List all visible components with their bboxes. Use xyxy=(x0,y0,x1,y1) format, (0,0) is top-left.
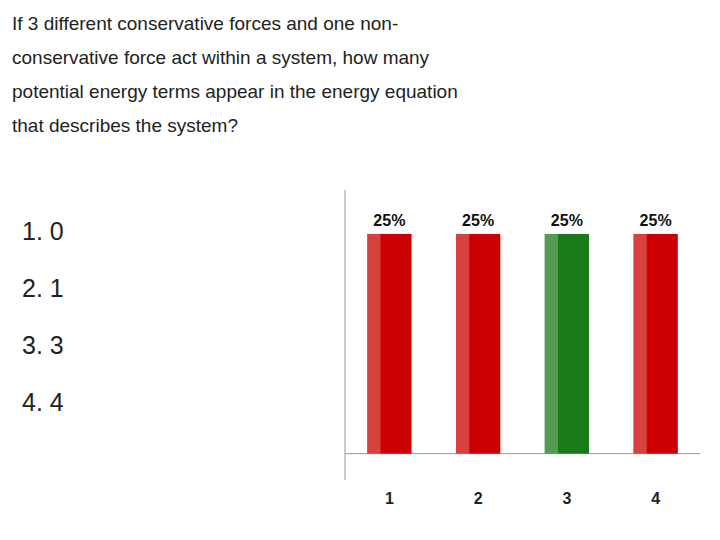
bar-highlight xyxy=(633,234,646,454)
x-tick-label: 4 xyxy=(651,490,660,507)
x-tick-label: 1 xyxy=(385,490,394,507)
title-line: that describes the system? xyxy=(12,115,238,136)
option-text: 4. 4 xyxy=(22,388,64,416)
title-line: conservative force act within a system, … xyxy=(12,47,430,68)
title-line: potential energy terms appear in the ene… xyxy=(12,81,458,102)
bar xyxy=(545,234,589,454)
data-label: 25% xyxy=(640,212,672,229)
chart-root: If 3 different conservative forces and o… xyxy=(0,0,720,540)
data-label: 25% xyxy=(462,212,494,229)
data-label: 25% xyxy=(373,212,405,229)
bar-highlight xyxy=(545,234,558,454)
bar-highlight xyxy=(456,234,469,454)
bars xyxy=(367,234,678,454)
bar xyxy=(367,234,411,454)
y-axis-line xyxy=(345,190,346,480)
x-tick-label: 3 xyxy=(562,490,571,507)
bar xyxy=(456,234,500,454)
data-label: 25% xyxy=(551,212,583,229)
bar xyxy=(633,234,677,454)
option-text: 1. 0 xyxy=(22,217,64,245)
bar-highlight xyxy=(367,234,380,454)
x-tick-label: 2 xyxy=(474,490,483,507)
option-text: 3. 3 xyxy=(22,331,64,359)
option-text: 2. 1 xyxy=(22,274,64,302)
title-line: If 3 different conservative forces and o… xyxy=(12,13,398,34)
